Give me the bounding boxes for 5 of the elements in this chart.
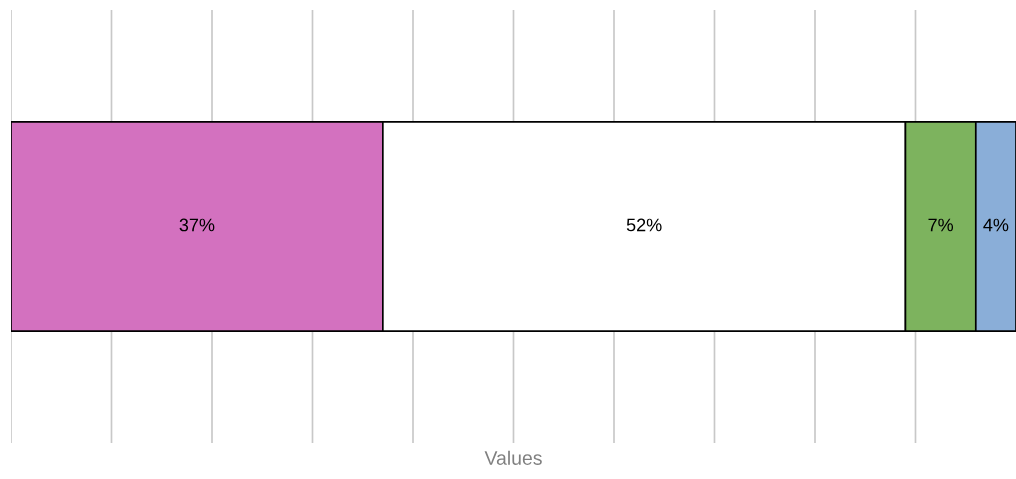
data-label: 52%	[626, 218, 662, 232]
data-label: 4%	[983, 218, 1009, 232]
data-label: 37%	[179, 218, 215, 232]
x-axis-title: Values	[484, 450, 542, 465]
data-label: 7%	[928, 218, 954, 232]
